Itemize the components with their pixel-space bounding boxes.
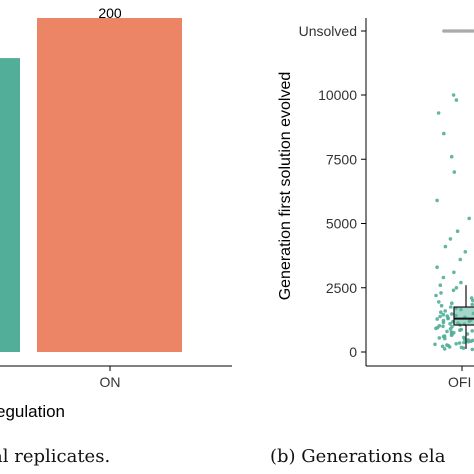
data-point (458, 328, 462, 333)
data-point (441, 312, 446, 317)
data-point (437, 300, 441, 304)
data-point (443, 336, 447, 341)
data-point (435, 317, 440, 321)
data-point (454, 286, 459, 290)
data-point (435, 265, 439, 270)
y-tick-label: 5000 (326, 216, 357, 232)
data-point (452, 270, 456, 275)
data-point (458, 257, 463, 262)
y-tick-label: 7500 (326, 151, 357, 167)
scatter-box-panel: Generation first solution evolved 0 2500 5… (277, 18, 474, 390)
data-point (466, 339, 471, 344)
data-point (467, 216, 472, 221)
data-point (441, 324, 445, 329)
data-point (471, 298, 474, 303)
data-point (439, 303, 444, 308)
y-tick-label: Unsolved (299, 23, 357, 39)
data-point (436, 111, 441, 115)
caption-a: al replicates. (0, 446, 111, 467)
data-point (470, 329, 474, 333)
data-point (443, 244, 448, 249)
data-point (443, 309, 448, 313)
data-point (434, 326, 438, 331)
data-point (435, 198, 439, 203)
bar (0, 58, 20, 352)
bar-data-label: 200 (98, 5, 122, 21)
x-axis-title: egulation (0, 402, 65, 421)
data-point (448, 327, 453, 331)
data-point (449, 154, 454, 159)
data-point (451, 288, 456, 293)
data-point (442, 347, 447, 351)
bar (37, 18, 182, 352)
data-point (457, 341, 462, 345)
data-point (454, 342, 459, 346)
data-point (434, 293, 438, 298)
data-point (449, 305, 453, 309)
data-point (470, 302, 474, 307)
data-point (463, 250, 468, 254)
data-point (433, 342, 437, 347)
data-point (454, 98, 459, 102)
y-tick-group: 0 2500 5000 7500 10000 Unsolved (299, 23, 366, 360)
unsolved-points (442, 29, 474, 33)
boxplot (453, 285, 474, 349)
data-point (447, 345, 452, 349)
data-point (441, 320, 446, 325)
box (453, 306, 474, 326)
data-point (440, 344, 445, 349)
data-point (452, 170, 457, 174)
data-point (442, 131, 446, 136)
data-point (450, 301, 454, 306)
y-tick-label: 0 (349, 344, 357, 360)
data-point (469, 339, 473, 344)
data-point (462, 340, 466, 345)
data-point (439, 291, 443, 295)
data-point (450, 312, 454, 316)
data-point (470, 347, 474, 352)
x-tick-label-off: OFI (448, 374, 471, 390)
data-point (438, 314, 442, 319)
data-point (449, 333, 454, 338)
data-point (448, 321, 452, 326)
bar-group (0, 18, 182, 352)
data-point (445, 329, 449, 334)
data-point (441, 275, 446, 280)
bar-chart-panel: 200 ON egulation (0, 5, 232, 421)
caption-b: (b) Generations ela (270, 446, 446, 467)
y-axis-title: Generation first solution evolved (277, 72, 294, 301)
data-point (437, 336, 442, 340)
data-point (438, 283, 443, 288)
data-point (461, 346, 466, 350)
data-point (451, 93, 456, 97)
data-point (448, 237, 453, 241)
y-tick-label: 2500 (326, 280, 357, 296)
data-point (446, 316, 450, 321)
data-point (455, 229, 460, 233)
unsolved-point (470, 29, 474, 33)
data-point (439, 310, 443, 315)
y-tick-label: 10000 (318, 87, 357, 103)
x-tick-label-on: ON (100, 374, 121, 390)
data-point (459, 280, 463, 285)
